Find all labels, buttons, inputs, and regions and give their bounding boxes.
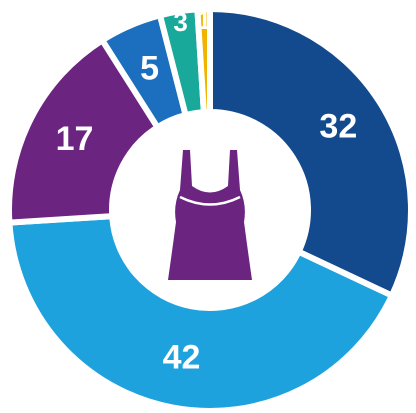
- data-label: 32: [319, 108, 357, 146]
- data-label: 5: [140, 49, 159, 87]
- data-label: 17: [56, 120, 94, 158]
- data-label: 42: [163, 338, 201, 376]
- donut-segment: [6, 212, 396, 413]
- donut-segment: [207, 5, 414, 300]
- data-label: 1: [197, 5, 211, 35]
- data-label: 3: [173, 7, 187, 37]
- donut-segment: [6, 36, 162, 226]
- center-icon: [168, 150, 252, 280]
- tank-top-neckline: [179, 195, 241, 206]
- donut-segment: [194, 5, 213, 116]
- tank-top-icon: [168, 150, 252, 280]
